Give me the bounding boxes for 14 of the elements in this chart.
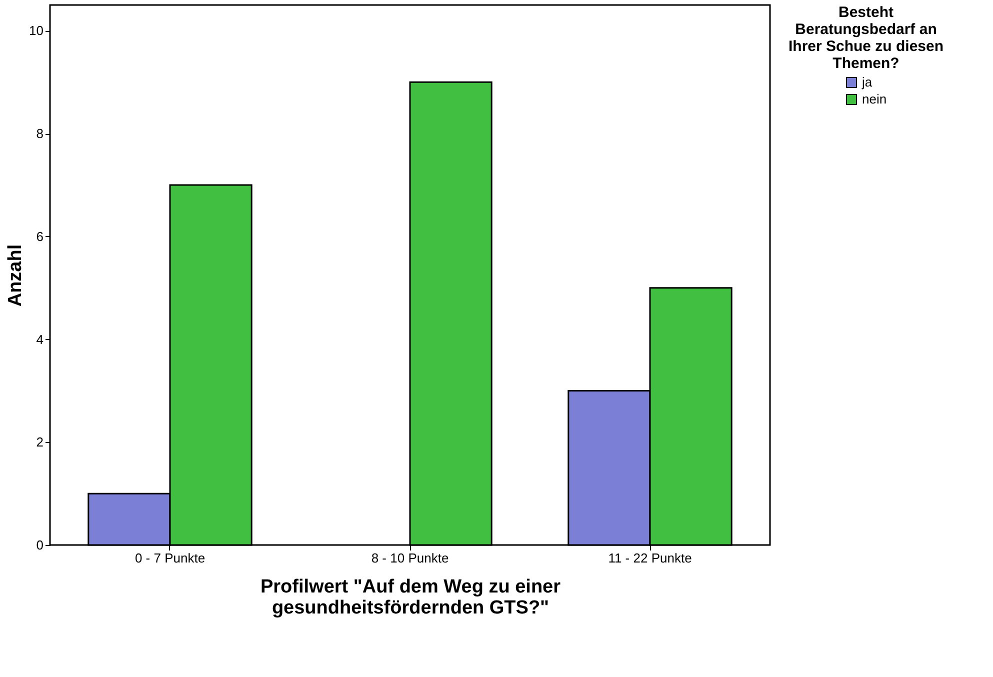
y-axis-title: Anzahl [5,244,26,307]
y-tick-label: 2 [36,434,44,450]
legend-label: nein [862,92,887,106]
y-tick-label: 8 [36,126,44,142]
y-tick-label: 0 [36,538,44,552]
x-tick-label: 11 - 22 Punkte [608,550,692,566]
y-tick-label: 6 [36,228,44,244]
legend-title: Besteht Beratungsbedarf an Ihrer Schue zu diesen Themen? [788,4,944,72]
x-tick-label: 8 - 10 Punkte [371,550,449,566]
y-tick-label: 10 [29,23,44,38]
x-tick-label: 0 - 7 Punkte [134,550,206,566]
legend-label: ja [861,74,873,90]
y-tick-label: 4 [36,332,44,347]
x-axis-title: Profilwert "Auf dem Weg zu einer gesundheitsfördernden GTS?" [260,576,562,618]
